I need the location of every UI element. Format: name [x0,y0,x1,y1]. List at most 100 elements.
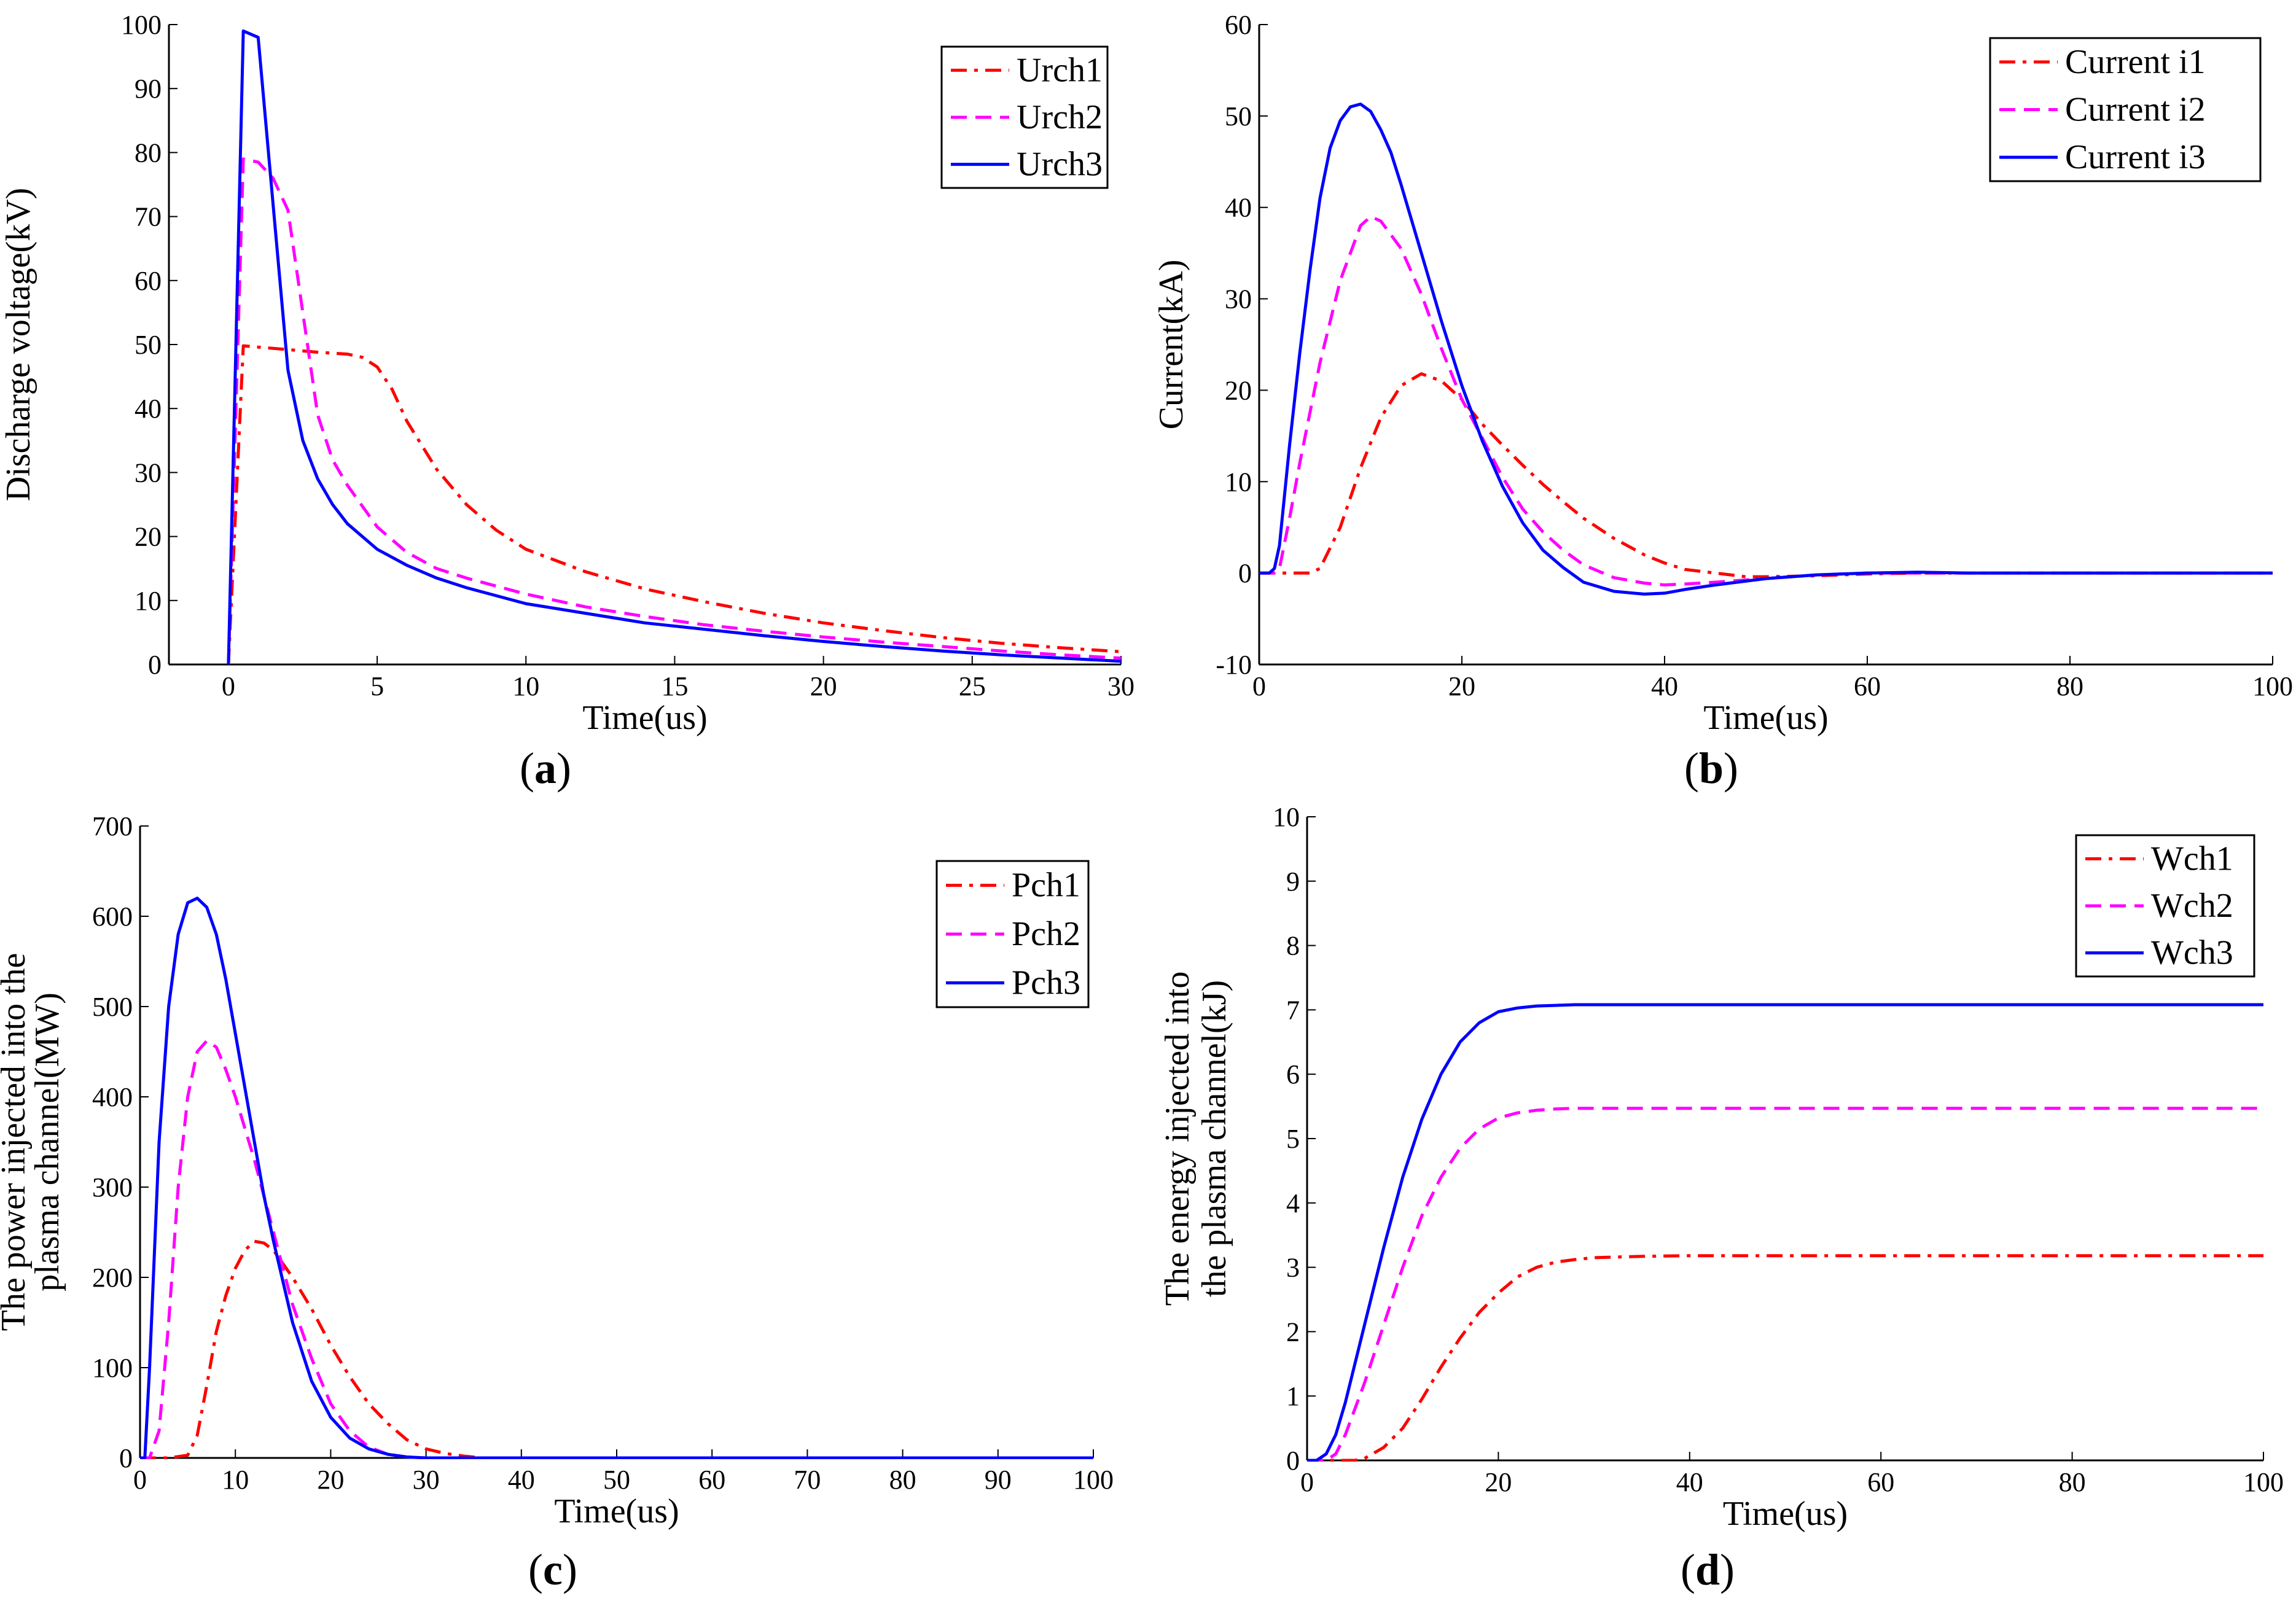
y-tick-label: 50 [1225,101,1252,131]
x-tick-label: 30 [1107,671,1134,701]
y-tick-label: 0 [119,1443,133,1473]
x-tick-label: 20 [317,1465,344,1495]
series-line-urch2 [227,157,1121,665]
y-tick-label: 10 [1225,467,1252,497]
series-line-wch1 [1307,1254,2263,1462]
panel-caption: (b) [1684,744,1738,793]
y-tick-label: 2 [1286,1317,1300,1347]
x-tick-label: 0 [1300,1467,1314,1497]
y-tick-label: 20 [1225,375,1252,405]
x-tick-label: 20 [1485,1467,1512,1497]
x-tick-label: 25 [959,671,986,701]
y-tick-label: 9 [1286,867,1300,897]
y-tick-label: 10 [135,586,162,616]
y-tick-label: 600 [92,902,133,932]
x-tick-label: 80 [2056,671,2083,701]
y-tick-label: 300 [92,1172,133,1202]
x-tick-label: 80 [889,1465,916,1495]
x-tick-label: 40 [1676,1467,1703,1497]
y-tick-label: 50 [135,330,162,360]
y-tick-label: 20 [135,522,162,552]
x-tick-label: 60 [1854,671,1881,701]
y-tick-label: 100 [92,1353,133,1383]
x-tick-label: 15 [661,671,688,701]
y-tick-label: 8 [1286,931,1300,961]
legend-label: Wch3 [2151,934,2233,972]
series-line-current-i3 [1259,103,2273,596]
legend-label: Current i1 [2065,43,2206,81]
legend-label: Pch2 [1012,915,1080,953]
y-tick-label: 60 [135,266,162,296]
y-tick-label: 1 [1286,1381,1300,1411]
y-tick-label: 0 [148,650,162,680]
y-tick-label: 0 [1238,558,1252,588]
y-tick-label: 6 [1286,1059,1300,1089]
x-tick-label: 100 [2252,671,2293,701]
y-tick-label: -10 [1216,650,1252,680]
x-tick-label: 5 [370,671,384,701]
y-tick-label: 5 [1286,1124,1300,1154]
y-tick-label: 7 [1286,995,1300,1025]
series-line-current-i1 [1259,372,2273,579]
series-line-pch3 [140,897,1093,1459]
y-tick-label: 0 [1286,1446,1300,1476]
y-tick-label: 30 [1225,284,1252,314]
legend-label: Urch3 [1017,146,1103,184]
y-axis-label-line: plasma channel(MW) [28,992,66,1291]
y-tick-label: 3 [1286,1253,1300,1283]
x-axis-label: Time(us) [554,1492,679,1530]
x-tick-label: 60 [1867,1467,1894,1497]
legend: Current i1 Current i2 Current i3 [1989,37,2262,182]
x-tick-label: 20 [810,671,837,701]
x-tick-label: 10 [512,671,539,701]
x-tick-label: 40 [1651,671,1678,701]
x-tick-label: 10 [222,1465,249,1495]
y-tick-label: 80 [135,138,162,168]
y-tick-label: 400 [92,1082,133,1112]
y-tick-label: 10 [1273,802,1300,832]
x-tick-label: 0 [1252,671,1266,701]
panel-caption: (c) [528,1545,577,1594]
y-tick-label: 500 [92,992,133,1022]
series-line-wch3 [1307,1003,2263,1462]
y-axis-label-line: the plasma channel(kJ) [1195,980,1233,1297]
series-line-pch1 [140,1239,1093,1459]
x-tick-label: 30 [413,1465,440,1495]
series-line-urch1 [227,344,1121,665]
x-tick-label: 100 [2243,1467,2284,1497]
legend-label: Pch1 [1012,867,1080,905]
x-axis-label: Time(us) [1723,1495,1848,1533]
y-tick-label: 4 [1286,1188,1300,1218]
x-axis-label: Time(us) [1703,699,1828,737]
legend-label: Wch2 [2151,887,2233,925]
series-line-wch2 [1307,1107,2263,1462]
y-tick-label: 100 [121,10,162,40]
y-axis-label-line: The power injected into the [0,953,33,1331]
y-axis-label-line: The energy injected into [1158,972,1197,1306]
legend: Wch1 Wch2 Wch3 [2075,834,2255,978]
series-line-current-i2 [1259,215,2273,586]
legend-label: Current i2 [2065,91,2206,129]
y-tick-label: 90 [135,74,162,104]
series-line-urch3 [227,29,1121,665]
y-tick-label: 200 [92,1263,133,1293]
panel-caption: (d) [1681,1545,1735,1594]
x-tick-label: 60 [698,1465,725,1495]
y-tick-label: 70 [135,202,162,232]
x-axis-label: Time(us) [582,699,707,737]
series-line-pch2 [140,1039,1093,1459]
x-tick-label: 20 [1448,671,1475,701]
legend-label: Urch1 [1017,51,1103,89]
y-axis-label: Current(kA) [1152,260,1190,430]
legend-label: Urch2 [1017,98,1103,136]
chart-a: 0 5 10 15 20 25 30 0 10 20 30 40 50 60 70 80 90 100 Time(u… [0,10,1134,793]
y-tick-label: 700 [92,811,133,841]
y-tick-label: 40 [135,394,162,424]
chart-d: 0 20 40 60 80 100 0 1 2 3 4 5 6 7 8 9 10 Time(us) The ener… [1158,802,2284,1594]
x-tick-label: 100 [1073,1465,1114,1495]
x-tick-label: 80 [2059,1467,2086,1497]
y-axis-label: Discharge voltage(kV) [0,188,37,502]
legend-label: Current i3 [2065,138,2206,176]
x-tick-label: 50 [603,1465,630,1495]
